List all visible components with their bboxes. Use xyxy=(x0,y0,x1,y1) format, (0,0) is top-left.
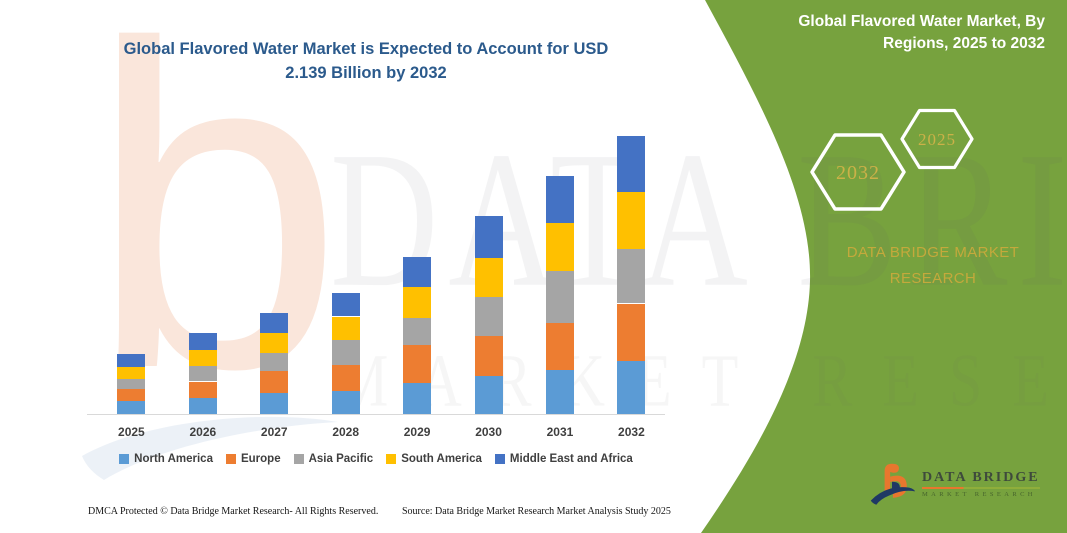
bar-segment xyxy=(617,135,646,192)
bar-segment xyxy=(188,365,217,382)
hexagon-year-2032: 2032 xyxy=(836,162,880,184)
bar-segment xyxy=(117,367,146,379)
legend-swatch xyxy=(293,454,304,464)
legend-item: South America xyxy=(386,453,482,465)
hexagon-2032 xyxy=(810,133,906,211)
legend-label: Asia Pacific xyxy=(308,453,374,465)
bar-segment xyxy=(545,323,574,370)
legend-label: South America xyxy=(401,453,482,465)
legend-item: Europe xyxy=(225,453,281,465)
hexagon-2025 xyxy=(900,108,974,170)
x-axis-line xyxy=(87,414,665,415)
legend-item: Middle East and Africa xyxy=(494,453,633,465)
x-axis-label: 2031 xyxy=(546,425,574,439)
bar-segment xyxy=(474,258,503,297)
bar-segment xyxy=(260,371,289,394)
bar-segment xyxy=(331,364,360,391)
logo-wordmark: DATA BRIDGE MARKET RESEARCH xyxy=(922,470,1040,498)
watermark-databridge-text: DATA BRIDGE xyxy=(330,111,1067,328)
bar-segment xyxy=(474,297,503,336)
bar-segment xyxy=(403,382,432,414)
legend-swatch xyxy=(225,454,236,464)
bar-segment xyxy=(474,336,503,377)
x-axis-label: 2029 xyxy=(403,425,431,439)
bar-segment xyxy=(617,248,646,304)
legend-label: Middle East and Africa xyxy=(509,453,633,465)
bar-segment xyxy=(260,333,289,353)
chart-title-line1: Global Flavored Water Market is Expected… xyxy=(123,40,609,58)
bar-segment xyxy=(260,352,289,372)
legend-label: Europe xyxy=(240,453,281,465)
chart-title: Global Flavored Water Market is Expected… xyxy=(85,38,647,86)
x-axis-label: 2026 xyxy=(189,425,217,439)
bar-segment xyxy=(474,376,503,414)
legend-swatch xyxy=(386,454,397,464)
panel-title-line2: Regions, 2025 to 2032 xyxy=(883,35,1045,53)
legend-label: North America xyxy=(134,453,213,465)
databridge-logo-icon xyxy=(870,463,916,505)
x-axis-label: 2032 xyxy=(618,425,645,439)
bar-segment xyxy=(188,350,217,366)
footer-dmca-text: DMCA Protected © Data Bridge Market Rese… xyxy=(88,506,379,517)
panel-brand-text: DATA BRIDGE MARKET RESEARCH xyxy=(812,240,1054,291)
bar-segment xyxy=(188,398,217,414)
logo-underline xyxy=(922,487,1040,489)
chart-legend: North America Europe Asia Pacific South Ame… xyxy=(83,453,669,465)
panel-brand-line2: RESEARCH xyxy=(889,269,977,287)
bar-segment xyxy=(617,303,646,361)
bar-segment xyxy=(617,191,646,249)
legend-swatch xyxy=(119,454,130,464)
bar-segment xyxy=(331,293,360,317)
x-axis-label: 2027 xyxy=(260,425,288,439)
footer-source-text: Source: Data Bridge Market Research Mark… xyxy=(402,506,671,517)
brand-logo: DATA BRIDGE MARKET RESEARCH xyxy=(868,459,1040,509)
hexagon-year-2025: 2025 xyxy=(918,130,956,149)
green-panel-shape xyxy=(701,0,1067,533)
bar-segment xyxy=(260,312,289,334)
legend-swatch xyxy=(494,454,505,464)
bar-segment xyxy=(403,256,432,287)
panel-brand-line1: DATA BRIDGE MARKET xyxy=(846,244,1020,261)
legend-item: North America xyxy=(119,453,213,465)
logo-subtitle-text: MARKET RESEARCH xyxy=(922,491,1036,498)
panel-title: Global Flavored Water Market, By Regions… xyxy=(745,11,1045,56)
bar-segment xyxy=(545,176,574,223)
bar-segment xyxy=(188,333,217,351)
bar-segment xyxy=(617,360,646,414)
x-axis-label: 2028 xyxy=(332,425,360,439)
hexagon-years-graphic: 2032 2025 xyxy=(810,108,974,211)
bar-segment xyxy=(117,378,146,390)
bar-segment xyxy=(260,393,289,414)
bar-segment xyxy=(117,354,146,368)
bar-segment xyxy=(403,317,432,346)
bar-segment xyxy=(331,339,360,365)
legend-item: Asia Pacific xyxy=(293,453,374,465)
panel-title-line1: Global Flavored Water Market, By xyxy=(798,13,1045,30)
logo-name-text: DATA BRIDGE xyxy=(922,470,1040,485)
x-axis-label: 2030 xyxy=(475,425,502,439)
bar-segment xyxy=(545,271,574,323)
bar-segment xyxy=(545,369,574,414)
bar-segment xyxy=(474,216,503,258)
bar-segment xyxy=(117,389,146,401)
bar-segment xyxy=(331,316,360,340)
bar-segment xyxy=(545,222,574,271)
watermark-swoosh-icon xyxy=(82,416,338,480)
bar-segment xyxy=(403,345,432,383)
chart-title-line2: 2.139 Billion by 2032 xyxy=(285,63,447,82)
x-axis-label: 2025 xyxy=(118,425,145,439)
bar-segment xyxy=(403,286,432,318)
bar-segment xyxy=(188,381,217,399)
bar-segment xyxy=(117,401,146,414)
bar-segment xyxy=(331,390,360,414)
watermark-marketresearch-text: MARKET RESEARCH xyxy=(335,339,1067,422)
